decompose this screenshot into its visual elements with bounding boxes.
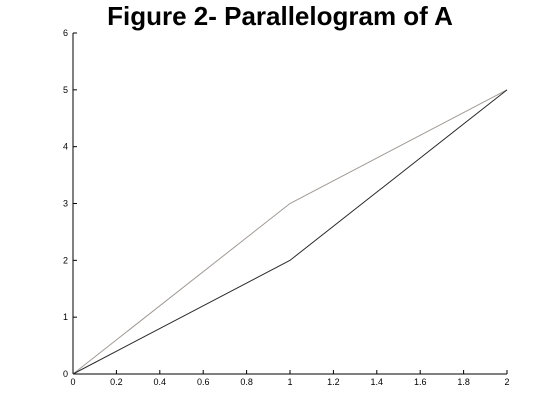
x-tick-label: 1.8 xyxy=(457,377,470,387)
y-tick-label: 3 xyxy=(63,199,68,209)
y-tick-label: 4 xyxy=(63,142,68,152)
y-tick-label: 2 xyxy=(63,255,68,265)
y-tick-label: 5 xyxy=(63,85,68,95)
x-tick-label: 0 xyxy=(70,377,75,387)
axes xyxy=(72,32,508,375)
series-line-1 xyxy=(72,89,508,375)
x-tick-label: 0.6 xyxy=(197,377,210,387)
series-lines xyxy=(72,89,508,375)
y-tick-label: 1 xyxy=(63,312,68,322)
y-tick-label: 0 xyxy=(63,369,68,379)
x-tick-label: 0.8 xyxy=(240,377,253,387)
x-tick-label: 1.6 xyxy=(414,377,427,387)
x-tick-label: 0.2 xyxy=(110,377,123,387)
x-tick-label: 1 xyxy=(287,377,292,387)
x-tick-label: 1.4 xyxy=(371,377,384,387)
x-tick-label: 1.2 xyxy=(327,377,340,387)
tick-labels: 0 0.2 0.4 0.6 0.8 1 1.2 1.4 1.6 1.8 2 0 1 2 3 4 5 6 xyxy=(63,28,510,387)
x-tick-label: 0.4 xyxy=(154,377,167,387)
chart-title: Figure 2- Parallelogram of A xyxy=(107,1,453,31)
series-line-2 xyxy=(72,89,508,375)
x-tick-label: 2 xyxy=(504,377,509,387)
y-tick-label: 6 xyxy=(63,28,68,38)
